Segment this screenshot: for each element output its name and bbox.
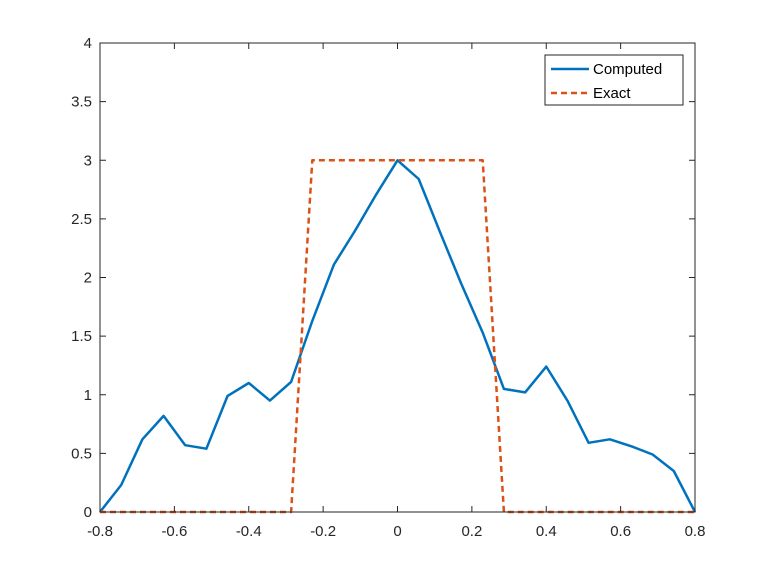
series-line-computed: [99, 159, 697, 513]
x-tick-label: 0.8: [685, 523, 706, 540]
legend-box: [544, 54, 684, 106]
y-tick-label: 2: [84, 270, 92, 287]
x-tick-label: 0.2: [461, 523, 482, 540]
y-tick-label: 1: [84, 387, 92, 404]
x-tick-label: -0.8: [87, 523, 113, 540]
legend-label-exact: Exact: [593, 85, 631, 102]
x-tick-label: -0.2: [310, 523, 336, 540]
x-tick-label: -0.6: [161, 523, 187, 540]
legend: Computed Exact: [544, 54, 684, 106]
y-tick-label: 4: [84, 35, 92, 52]
legend-label-computed: Computed: [593, 61, 662, 78]
y-tick-label: 1.5: [71, 328, 92, 345]
y-tick-label: 0.5: [71, 445, 92, 462]
y-tick-label: 3: [84, 152, 92, 169]
y-tick-label: 3.5: [71, 94, 92, 111]
y-tick-label: 0: [84, 504, 92, 521]
x-tick-label: 0.4: [536, 523, 557, 540]
ticks-layer: -0.8 -0.6 -0.4 -0.2 0 0.2 0.4 0.6 0.8 0 0.5 1 1.5 2 2.…: [71, 35, 705, 540]
plot-background: [100, 43, 695, 512]
x-tick-label: 0.6: [610, 523, 631, 540]
x-tick-label: 0: [393, 523, 401, 540]
y-tick-label: 2.5: [71, 211, 92, 228]
axes-box: [99, 42, 696, 513]
series-layer: [99, 159, 697, 514]
x-tick-label: -0.4: [236, 523, 262, 540]
